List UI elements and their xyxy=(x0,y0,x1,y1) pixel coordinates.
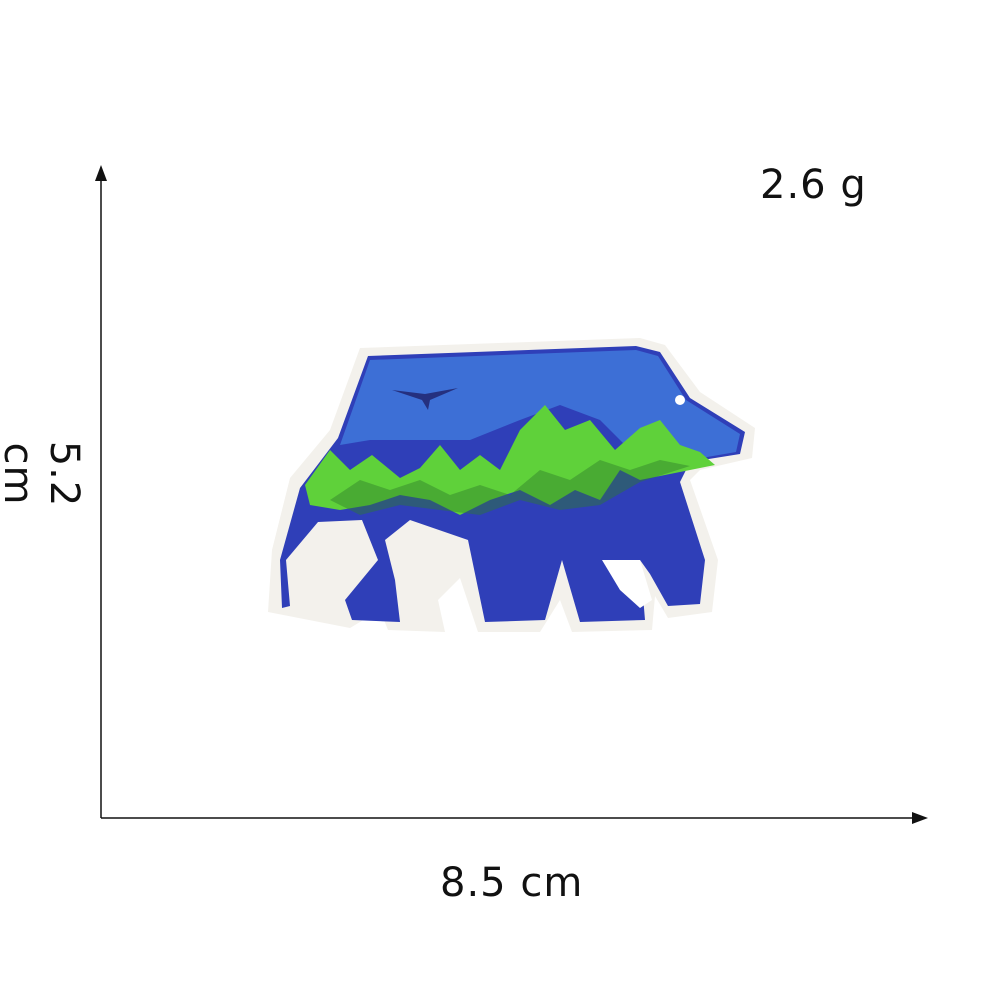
eagle-icon xyxy=(392,388,458,410)
weight-label: 2.6 g xyxy=(760,162,867,208)
bear-eye xyxy=(675,395,685,405)
width-dimension-label: 8.5 cm xyxy=(440,860,584,906)
height-dimension-label: 5.2 cm xyxy=(0,440,87,508)
leg-gap xyxy=(602,560,652,608)
vertical-arrowhead-icon xyxy=(95,165,107,181)
mountain-range xyxy=(305,405,715,515)
mountain-shadow xyxy=(330,460,690,515)
horizontal-arrowhead-icon xyxy=(912,812,928,824)
